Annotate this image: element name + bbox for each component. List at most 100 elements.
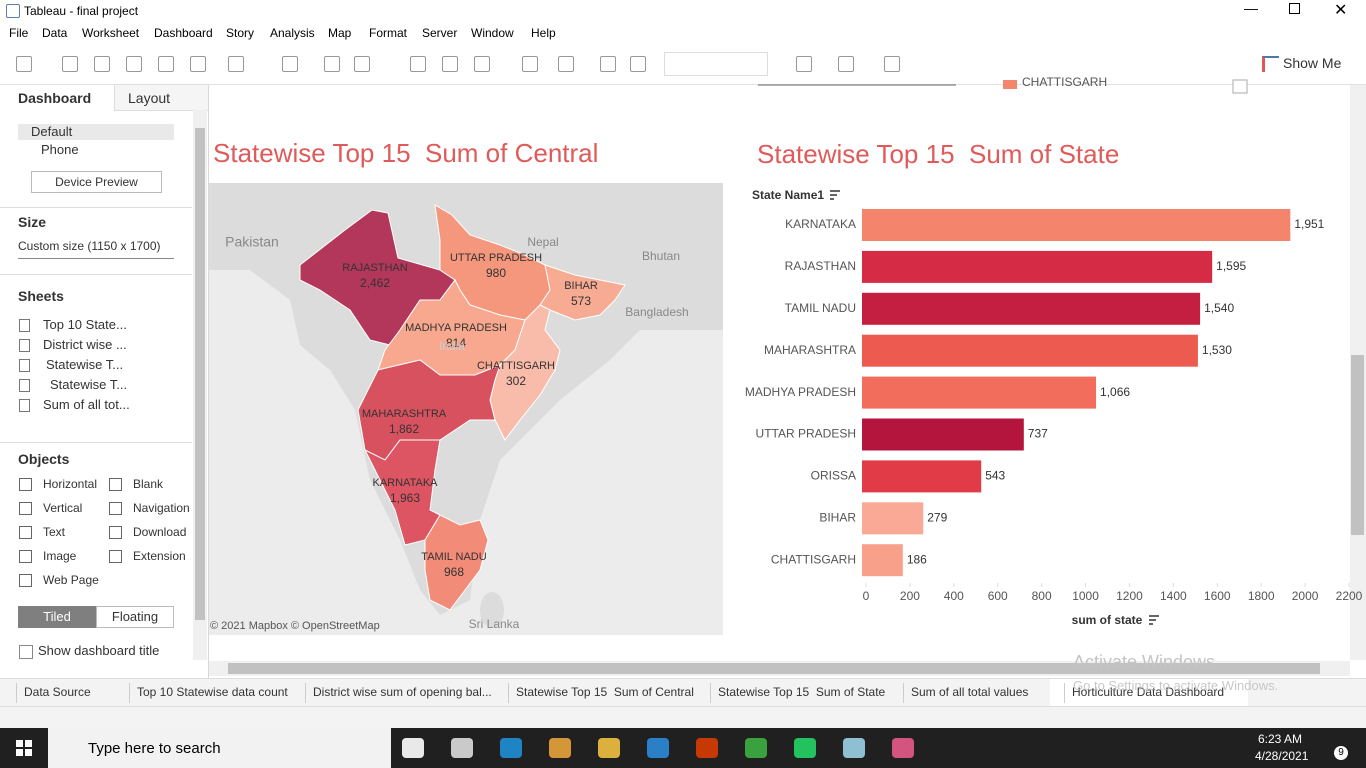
side-scroll-thumb[interactable] — [195, 128, 205, 620]
toolbar-icon[interactable] — [558, 56, 574, 72]
taskbar-app[interactable] — [696, 738, 718, 758]
object-item[interactable]: Blank — [133, 477, 164, 491]
tab-separator — [305, 683, 306, 703]
size-heading: Size — [18, 214, 47, 230]
taskbar-app[interactable] — [402, 738, 424, 758]
sheet-tab[interactable]: Sum of all total values — [911, 685, 1029, 699]
sheet-item[interactable]: Statewise T... — [46, 357, 124, 372]
start-button[interactable] — [16, 740, 32, 756]
device-default[interactable]: Default — [18, 124, 174, 140]
object-item[interactable]: Web Page — [43, 573, 99, 587]
object-item[interactable]: Text — [43, 525, 66, 539]
toolbar-icon[interactable] — [94, 56, 110, 72]
object-item[interactable]: Image — [43, 549, 77, 563]
toolbar-icon[interactable] — [16, 56, 32, 72]
side-tab[interactable]: Layout — [114, 85, 208, 111]
sheet-tab[interactable]: Statewise Top 15 Sum of Central — [516, 685, 694, 699]
toolbar-icon[interactable] — [62, 56, 78, 72]
toolbar-icon[interactable] — [474, 56, 490, 72]
sheet-item[interactable]: Sum of all tot... — [43, 397, 130, 412]
notification-badge[interactable]: 9 — [1334, 746, 1348, 760]
menu-item[interactable]: Map — [328, 26, 352, 40]
menu-item[interactable]: Server — [422, 26, 458, 40]
toolbar-icon[interactable] — [324, 56, 340, 72]
show-title-label[interactable]: Show dashboard title — [38, 643, 160, 658]
toolbar-icon[interactable] — [228, 56, 244, 72]
taskbar-app[interactable] — [843, 738, 865, 758]
side-tab-active[interactable]: Dashboard — [18, 90, 92, 106]
x-tick-label: 600 — [988, 589, 1008, 603]
toolbar-icon[interactable] — [410, 56, 426, 72]
sheet-item[interactable]: Top 10 State... — [43, 317, 127, 332]
toolbar-dropdown[interactable] — [664, 52, 768, 76]
taskbar-app[interactable] — [794, 738, 816, 758]
object-item[interactable]: Horizontal — [43, 477, 98, 491]
device-phone[interactable]: Phone — [41, 142, 79, 157]
close-button[interactable]: ✕ — [1334, 2, 1348, 19]
sheet-tab[interactable]: District wise sum of opening bal... — [313, 685, 492, 699]
taskbar-app[interactable] — [451, 738, 473, 758]
menu-item[interactable]: Story — [226, 26, 255, 40]
object-item[interactable]: Vertical — [43, 501, 83, 515]
sort-icon — [830, 190, 840, 200]
category-label: MADHYA PRADESH — [745, 385, 856, 399]
show-me-button[interactable]: Show Me — [1283, 55, 1342, 71]
toolbar-icon[interactable] — [884, 56, 900, 72]
h-scroll-thumb[interactable] — [228, 663, 1320, 674]
menu-item[interactable]: Window — [471, 26, 514, 40]
toolbar-icon[interactable] — [354, 56, 370, 72]
map-credit: © 2021 Mapbox © OpenStreetMap — [210, 620, 380, 632]
toolbar-icon[interactable] — [442, 56, 458, 72]
taskbar-app[interactable] — [745, 738, 767, 758]
checkbox[interactable] — [19, 645, 33, 659]
main-scroll-thumb[interactable] — [1351, 355, 1364, 535]
toolbar-icon[interactable] — [600, 56, 616, 72]
toolbar-icon[interactable] — [126, 56, 142, 72]
tab-separator — [1064, 683, 1065, 703]
divider — [0, 207, 192, 208]
region-label: BIHAR — [564, 280, 598, 292]
floating-button[interactable]: Floating — [96, 606, 174, 628]
object-item[interactable]: Navigation — [133, 501, 190, 515]
minimize-button[interactable]: — — [1244, 0, 1258, 16]
menu-item[interactable]: Analysis — [270, 26, 315, 40]
toolbar-icon[interactable] — [190, 56, 206, 72]
taskbar-app[interactable] — [500, 738, 522, 758]
sheet-tab[interactable]: Top 10 Statewise data count — [137, 685, 288, 699]
toolbar-icon[interactable] — [282, 56, 298, 72]
object-item[interactable]: Extension — [133, 549, 186, 563]
size-select[interactable]: Custom size (1150 x 1700) — [18, 239, 174, 259]
window-title: Tableau - final project — [24, 4, 139, 18]
tiled-button[interactable]: Tiled — [18, 606, 96, 628]
taskbar-app[interactable] — [549, 738, 571, 758]
device-preview-button[interactable]: Device Preview — [31, 171, 162, 193]
toolbar-icon[interactable] — [522, 56, 538, 72]
x-tick-label: 2200 — [1336, 589, 1363, 603]
region-label: MAHARASHTRA — [362, 408, 447, 420]
menu-item[interactable]: Data — [42, 26, 68, 40]
sheet-tab-active[interactable]: Horticulture Data Dashboard — [1072, 685, 1225, 699]
restore-button[interactable] — [1289, 3, 1300, 14]
toolbar-icon[interactable] — [838, 56, 854, 72]
bar — [862, 502, 924, 535]
toolbar-icon[interactable] — [630, 56, 646, 72]
menu-item[interactable]: Worksheet — [82, 26, 140, 40]
sheet-tab[interactable]: Data Source — [24, 685, 91, 699]
object-item[interactable]: Download — [133, 525, 187, 539]
taskbar-app[interactable] — [647, 738, 669, 758]
sheet-item[interactable]: District wise ... — [43, 337, 127, 352]
menu-item[interactable]: Dashboard — [154, 26, 213, 40]
menu-item[interactable]: Format — [369, 26, 408, 40]
toolbar-icon[interactable] — [796, 56, 812, 72]
toolbar-icon[interactable] — [158, 56, 174, 72]
taskbar-app[interactable] — [598, 738, 620, 758]
menu-item[interactable]: Help — [531, 26, 556, 40]
menu-item[interactable]: File — [9, 26, 29, 40]
sheet-item[interactable]: Statewise T... — [50, 377, 128, 392]
active-tab-bg — [1050, 679, 1248, 707]
taskbar-app[interactable] — [892, 738, 914, 758]
search-box[interactable] — [48, 728, 391, 768]
sheet-tab[interactable]: Statewise Top 15 Sum of State — [718, 685, 886, 699]
show-me-icon — [1262, 56, 1279, 72]
value-label: 543 — [985, 469, 1005, 483]
